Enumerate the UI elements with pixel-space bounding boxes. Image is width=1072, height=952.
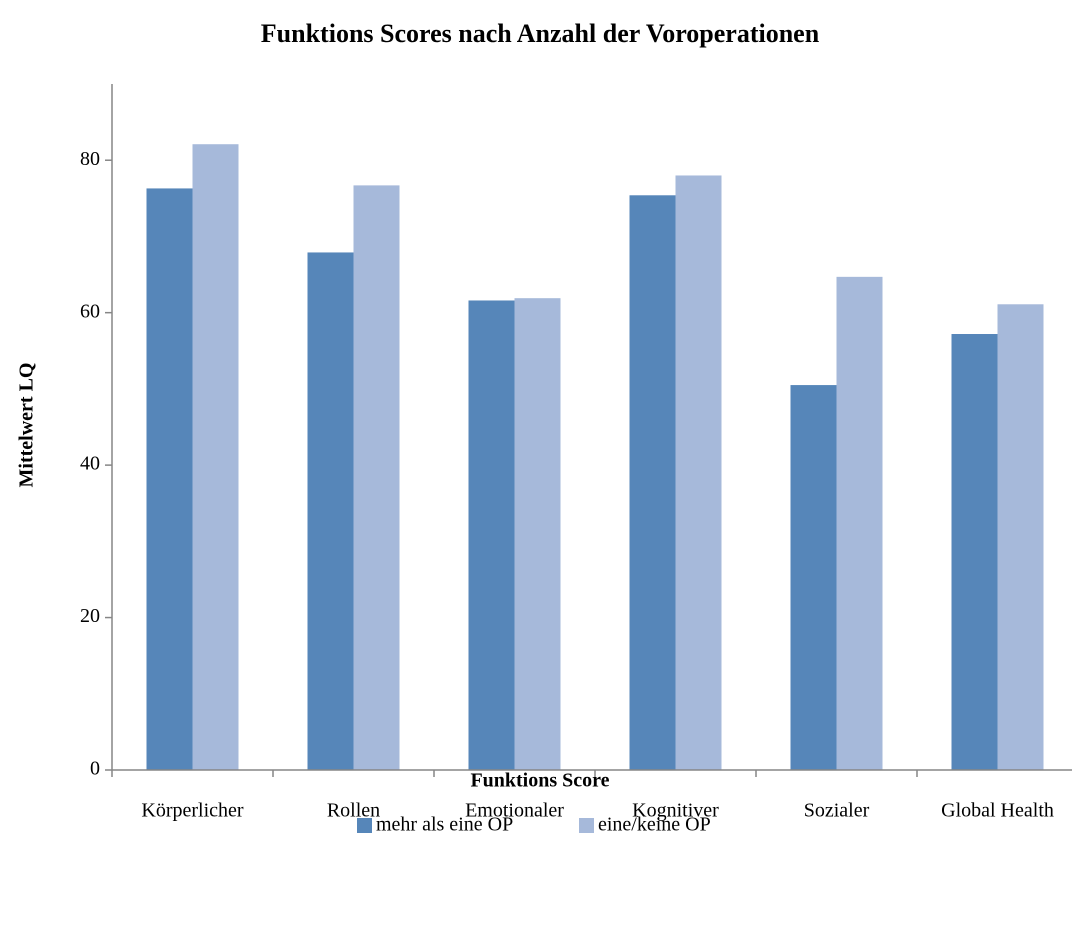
y-tick-label: 40 bbox=[80, 453, 100, 475]
bar bbox=[307, 252, 354, 770]
x-tick-label: Global Health bbox=[941, 800, 1054, 822]
chart-title: Funktions Scores nach Anzahl der Voroper… bbox=[261, 19, 820, 48]
y-tick-label: 60 bbox=[80, 300, 100, 322]
y-axis-label: Mittelwert LQ bbox=[16, 363, 38, 488]
bar bbox=[790, 385, 837, 770]
legend-label: eine/keine OP bbox=[598, 814, 711, 836]
bar bbox=[997, 304, 1044, 770]
y-tick-label: 80 bbox=[80, 148, 100, 170]
legend-swatch bbox=[357, 818, 372, 833]
legend-swatch bbox=[579, 818, 594, 833]
x-tick-label: Rollen bbox=[327, 800, 380, 822]
bar bbox=[353, 185, 400, 770]
y-tick-label: 20 bbox=[80, 605, 100, 627]
x-tick-label: Kognitiver bbox=[632, 800, 719, 822]
bar bbox=[468, 300, 515, 770]
bar bbox=[951, 334, 998, 770]
bar bbox=[146, 188, 193, 770]
bar bbox=[514, 298, 561, 770]
bar bbox=[836, 276, 883, 770]
bar bbox=[629, 195, 676, 771]
y-tick-label: 0 bbox=[90, 758, 100, 780]
bar bbox=[192, 144, 239, 770]
x-axis-label: Funktions Score bbox=[470, 770, 609, 792]
legend-label: mehr als eine OP bbox=[376, 814, 513, 836]
bar bbox=[675, 175, 722, 770]
x-tick-label: Emotionaler bbox=[465, 800, 564, 822]
x-tick-label: Sozialer bbox=[804, 800, 870, 822]
x-tick-label: Körperlicher bbox=[141, 800, 244, 822]
